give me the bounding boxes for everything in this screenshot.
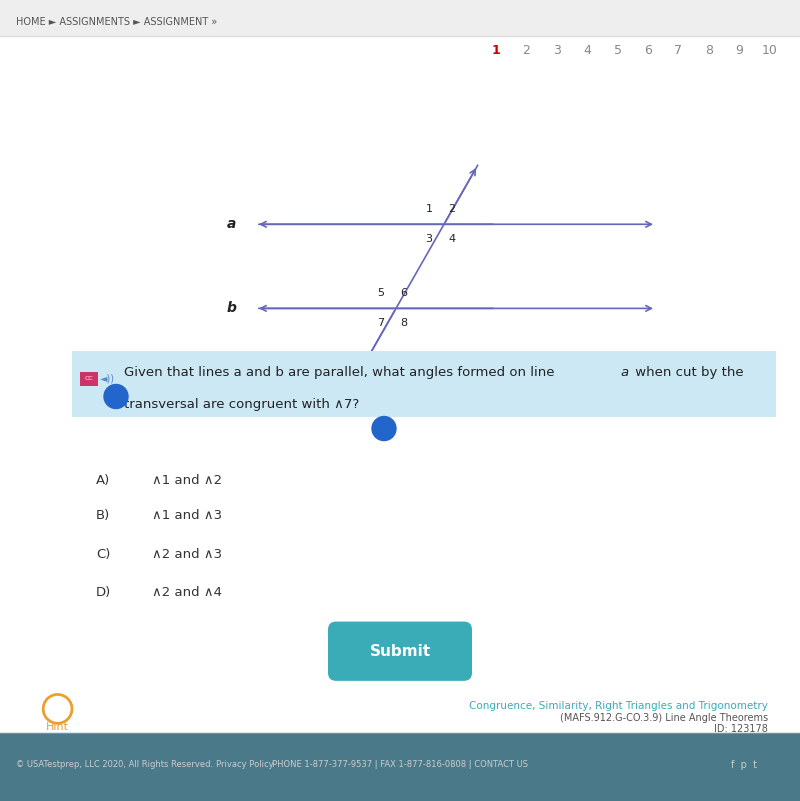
FancyBboxPatch shape: [328, 622, 472, 681]
Text: 8: 8: [400, 319, 407, 328]
Text: ID: 123178: ID: 123178: [714, 724, 768, 734]
Text: transversal are congruent with ∧7?: transversal are congruent with ∧7?: [124, 398, 359, 411]
Text: Privacy Policy: Privacy Policy: [216, 760, 274, 770]
Text: 7: 7: [378, 319, 385, 328]
Text: 8: 8: [705, 44, 713, 57]
Text: 6: 6: [400, 288, 407, 298]
Text: (MAFS.912.G-CO.3.9) Line Angle Theorems: (MAFS.912.G-CO.3.9) Line Angle Theorems: [560, 714, 768, 723]
Text: 3: 3: [426, 235, 433, 244]
Text: A): A): [96, 474, 110, 487]
Text: ∧1 and ∧2: ∧1 and ∧2: [152, 474, 222, 487]
Bar: [0, 733, 800, 801]
Bar: [0, 0, 800, 36]
Text: when cut by the: when cut by the: [631, 366, 744, 379]
Text: Congruence, Similarity, Right Triangles and Trigonometry: Congruence, Similarity, Right Triangles …: [469, 702, 768, 711]
Text: PHONE 1-877-377-9537 | FAX 1-877-816-0808 | CONTACT US: PHONE 1-877-377-9537 | FAX 1-877-816-080…: [272, 760, 528, 770]
Text: ∧1 and ∧3: ∧1 and ∧3: [152, 509, 222, 522]
Text: 5: 5: [378, 288, 385, 298]
Text: 4: 4: [448, 235, 455, 244]
Text: Hint: Hint: [46, 722, 69, 731]
Text: Submit: Submit: [370, 644, 430, 658]
Text: a: a: [226, 217, 236, 231]
Text: HOME ► ASSIGNMENTS ► ASSIGNMENT »: HOME ► ASSIGNMENTS ► ASSIGNMENT »: [16, 18, 218, 27]
Circle shape: [372, 417, 396, 441]
Text: B): B): [96, 509, 110, 522]
Text: © USATestprep, LLC 2020, All Rights Reserved.: © USATestprep, LLC 2020, All Rights Rese…: [16, 760, 213, 770]
Text: 5: 5: [614, 44, 622, 57]
Bar: [72, 351, 776, 417]
Text: 3: 3: [553, 44, 561, 57]
Text: CC: CC: [85, 376, 93, 381]
Text: b: b: [226, 301, 236, 316]
Text: 2: 2: [448, 204, 455, 214]
Text: 10: 10: [762, 44, 778, 57]
Text: 1: 1: [492, 44, 500, 57]
Text: 2: 2: [522, 44, 530, 57]
Bar: [80, 372, 98, 386]
Text: 4: 4: [583, 44, 591, 57]
Circle shape: [104, 384, 128, 409]
Text: 1: 1: [426, 204, 433, 214]
Text: 6: 6: [644, 44, 652, 57]
Text: ◄)): ◄)): [100, 374, 114, 384]
Text: 7: 7: [674, 44, 682, 57]
Text: D): D): [96, 586, 111, 599]
Text: a: a: [620, 366, 628, 379]
Text: C): C): [96, 548, 110, 561]
Text: Given that lines a and b are parallel, what angles formed on line: Given that lines a and b are parallel, w…: [124, 366, 558, 379]
Text: 9: 9: [735, 44, 743, 57]
Text: f  p  t: f p t: [731, 760, 757, 770]
Text: ∧2 and ∧3: ∧2 and ∧3: [152, 548, 222, 561]
Text: ∧2 and ∧4: ∧2 and ∧4: [152, 586, 222, 599]
